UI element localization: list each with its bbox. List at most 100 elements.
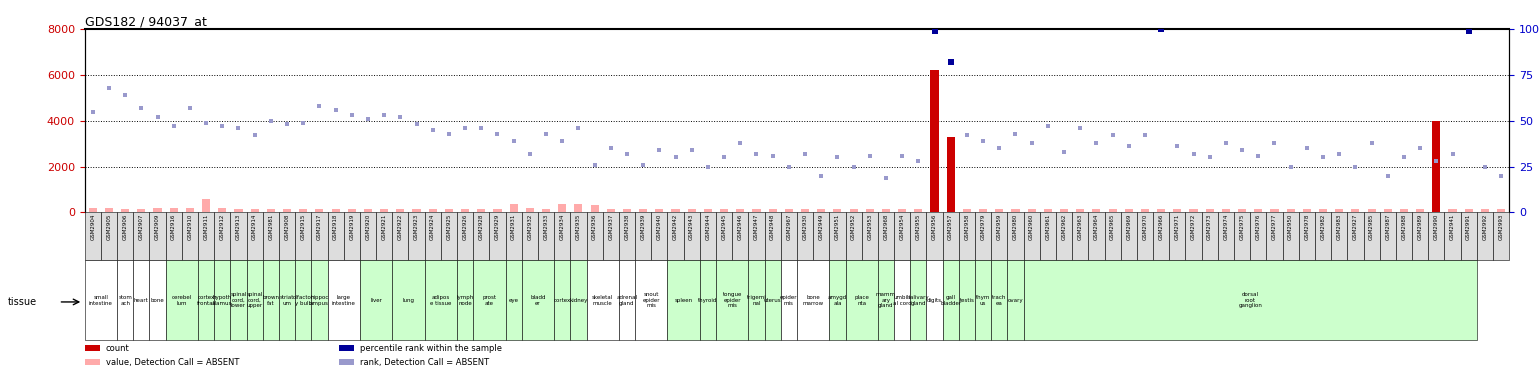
Text: GSM2992: GSM2992 <box>1483 214 1488 240</box>
Bar <box>510 204 517 212</box>
Text: GSM2938: GSM2938 <box>625 214 630 240</box>
Bar <box>348 209 356 212</box>
Bar <box>137 209 145 212</box>
Bar <box>1238 209 1246 212</box>
Bar <box>328 260 360 340</box>
Bar <box>425 260 457 340</box>
Bar <box>862 212 878 260</box>
Text: bone: bone <box>151 298 165 303</box>
Bar <box>445 209 453 212</box>
Bar <box>1121 212 1137 260</box>
Text: GSM2928: GSM2928 <box>479 214 484 240</box>
Text: GSM2926: GSM2926 <box>462 214 468 240</box>
Bar <box>166 212 182 260</box>
Bar <box>1218 212 1234 260</box>
Text: GSM2961: GSM2961 <box>1046 214 1050 240</box>
Bar <box>1141 209 1149 212</box>
Bar <box>590 205 599 212</box>
Bar <box>477 209 485 212</box>
Bar <box>522 260 554 340</box>
Text: adipos
e tissue: adipos e tissue <box>430 295 451 306</box>
Text: GSM2951: GSM2951 <box>835 214 839 240</box>
Bar <box>557 204 567 212</box>
Bar <box>748 260 764 340</box>
Bar <box>85 212 102 260</box>
Text: stom
ach: stom ach <box>119 295 132 306</box>
Text: percentile rank within the sample: percentile rank within the sample <box>360 344 502 353</box>
Text: digits: digits <box>927 298 942 303</box>
Text: GSM2956: GSM2956 <box>932 214 936 240</box>
Bar <box>736 209 744 212</box>
Text: GSM2954: GSM2954 <box>899 214 904 240</box>
Text: GSM2968: GSM2968 <box>884 214 889 240</box>
Bar <box>684 212 699 260</box>
Bar <box>764 212 781 260</box>
Bar <box>878 260 895 340</box>
Bar <box>1449 209 1457 212</box>
Bar <box>251 209 259 212</box>
Text: GSM2985: GSM2985 <box>1369 214 1374 240</box>
Text: GSM2915: GSM2915 <box>300 214 306 240</box>
Bar <box>801 209 809 212</box>
Bar <box>1089 212 1104 260</box>
Text: trigemi
nal: trigemi nal <box>747 295 767 306</box>
Bar <box>1157 209 1166 212</box>
Text: umbili
al cord: umbili al cord <box>893 295 912 306</box>
Text: brown
fat: brown fat <box>262 295 279 306</box>
Text: GSM2989: GSM2989 <box>1418 214 1423 240</box>
Bar <box>505 212 522 260</box>
Bar <box>182 212 199 260</box>
Text: GSM2953: GSM2953 <box>867 214 872 240</box>
Bar <box>1380 212 1395 260</box>
Bar <box>1124 209 1133 212</box>
Bar <box>214 260 231 340</box>
Text: GSM2922: GSM2922 <box>397 214 403 240</box>
Text: spleen: spleen <box>675 298 693 303</box>
Bar <box>619 212 634 260</box>
Text: GSM2962: GSM2962 <box>1061 214 1067 240</box>
Text: tissue: tissue <box>8 297 37 307</box>
Bar <box>199 212 214 260</box>
Text: GDS182 / 94037_at: GDS182 / 94037_at <box>85 15 206 28</box>
Text: GSM2991: GSM2991 <box>1466 214 1471 240</box>
Bar <box>328 212 343 260</box>
Bar <box>995 209 1004 212</box>
Bar <box>413 209 420 212</box>
Bar <box>748 212 764 260</box>
Bar <box>186 208 194 212</box>
Text: GSM2976: GSM2976 <box>1255 214 1261 240</box>
Text: bladd
er: bladd er <box>530 295 545 306</box>
Text: GSM2917: GSM2917 <box>317 214 322 240</box>
Bar <box>1283 212 1298 260</box>
Bar <box>522 212 537 260</box>
Bar <box>732 212 748 260</box>
Bar <box>910 212 927 260</box>
Text: GSM2982: GSM2982 <box>1320 214 1326 240</box>
Bar <box>85 345 100 351</box>
Text: adrenal
gland: adrenal gland <box>616 295 638 306</box>
Bar <box>602 212 619 260</box>
Text: trach
ea: trach ea <box>992 295 1007 306</box>
Text: GSM2967: GSM2967 <box>787 214 792 240</box>
Text: place
nta: place nta <box>855 295 869 306</box>
Bar <box>992 212 1007 260</box>
Text: GSM2964: GSM2964 <box>1093 214 1100 240</box>
Bar <box>882 209 890 212</box>
Bar <box>942 212 959 260</box>
Bar <box>231 212 246 260</box>
Bar <box>699 260 716 340</box>
Text: mamm
ary
gland: mamm ary gland <box>876 292 896 309</box>
Bar <box>85 359 100 366</box>
Bar <box>1266 212 1283 260</box>
Text: rank, Detection Call = ABSENT: rank, Detection Call = ABSENT <box>360 358 490 366</box>
Bar <box>927 260 942 340</box>
Bar <box>396 209 405 212</box>
Text: GSM2923: GSM2923 <box>414 214 419 240</box>
Bar <box>587 212 602 260</box>
Text: GSM2905: GSM2905 <box>106 214 111 240</box>
Text: GSM2919: GSM2919 <box>350 214 354 240</box>
Bar <box>818 209 825 212</box>
Text: GSM2977: GSM2977 <box>1272 214 1277 240</box>
Text: GSM2946: GSM2946 <box>738 214 742 240</box>
Bar <box>1286 209 1295 212</box>
